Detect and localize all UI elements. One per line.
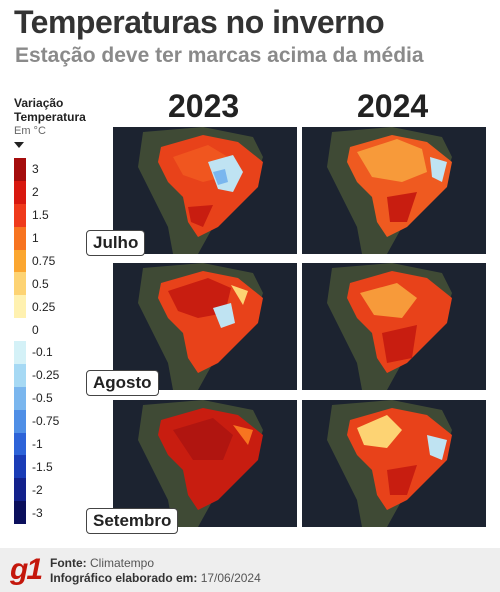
legend-tick-label: 2 <box>32 185 39 200</box>
footer: g1 Fonte: Climatempo Infográfico elabora… <box>0 548 500 592</box>
year-label-2024: 2024 <box>357 88 429 124</box>
legend-swatch <box>14 455 26 479</box>
legend-swatch <box>14 203 26 227</box>
page-title: Temperaturas no inverno <box>14 4 385 40</box>
legend-tick-label: 0.5 <box>32 276 49 291</box>
legend-tick-label: -0.75 <box>32 414 60 429</box>
source-block: Fonte: Climatempo Infográfico elaborado … <box>50 556 261 586</box>
south-america-map <box>113 127 297 254</box>
source-value: Climatempo <box>90 556 155 570</box>
map-setembro-2024 <box>302 400 486 527</box>
legend-arrow-icon <box>14 142 24 148</box>
legend-swatch <box>14 180 26 204</box>
legend-title-line1: Variação <box>14 96 64 110</box>
legend-tick-label: 1 <box>32 231 39 246</box>
legend-tick-label: -0.1 <box>32 345 53 360</box>
page-subtitle: Estação deve ter marcas acima da média <box>15 44 424 67</box>
legend-tick-label: -3 <box>32 505 43 520</box>
south-america-map <box>302 400 486 527</box>
map-julho-2023 <box>113 127 297 254</box>
legend-tick-labels: 3 2 1.5 1 0.75 0.5 0.25 0 -0.1 -0.25 -0.5 -0.75 -1 -1… <box>32 158 92 524</box>
g1-logo: g1 <box>10 553 43 586</box>
legend-swatch <box>14 226 26 250</box>
legend-tick-label: -1.5 <box>32 459 53 474</box>
date-value: 17/06/2024 <box>200 571 261 585</box>
legend-color-scale <box>14 158 26 524</box>
map-agosto-2023 <box>113 263 297 390</box>
south-america-map <box>113 400 297 527</box>
south-america-map <box>302 263 486 390</box>
legend-tick-label: -0.5 <box>32 391 53 406</box>
map-julho-2024 <box>302 127 486 254</box>
month-label-agosto: Agosto <box>86 370 159 396</box>
year-label-2023: 2023 <box>168 88 240 124</box>
south-america-map <box>302 127 486 254</box>
legend-swatch <box>14 318 26 341</box>
legend-title-line2: Temperatura <box>14 110 86 124</box>
source-label: Fonte: <box>50 556 87 570</box>
legend-tick-label: 0.25 <box>32 299 56 314</box>
legend-tick-label: -1 <box>32 436 43 451</box>
legend-tick-label: -0.25 <box>32 368 60 383</box>
legend-swatch <box>14 478 26 502</box>
legend-unit: Em °C <box>14 125 46 137</box>
legend-tick-label: 1.5 <box>32 208 49 223</box>
legend-tick-label: 0 <box>32 322 39 337</box>
legend-tick-label: -2 <box>32 482 43 497</box>
month-label-setembro: Setembro <box>86 508 179 534</box>
legend-swatch <box>14 386 26 410</box>
legend-title: Variação Temperatura <box>14 96 86 124</box>
legend-swatch <box>14 158 26 181</box>
date-label: Infográfico elaborado em: <box>50 571 198 585</box>
legend-swatch <box>14 363 26 387</box>
month-label-julho: Julho <box>86 230 146 256</box>
legend-swatch <box>14 272 26 296</box>
legend-swatch <box>14 249 26 273</box>
legend-swatch <box>14 409 26 433</box>
legend-swatch <box>14 501 26 524</box>
legend-swatch <box>14 341 26 364</box>
map-setembro-2023 <box>113 400 297 527</box>
map-agosto-2024 <box>302 263 486 390</box>
legend-tick-label: 0.75 <box>32 253 56 268</box>
legend-swatch <box>14 295 26 319</box>
legend-tick-label: 3 <box>32 162 39 177</box>
south-america-map <box>113 263 297 390</box>
legend-swatch <box>14 432 26 456</box>
